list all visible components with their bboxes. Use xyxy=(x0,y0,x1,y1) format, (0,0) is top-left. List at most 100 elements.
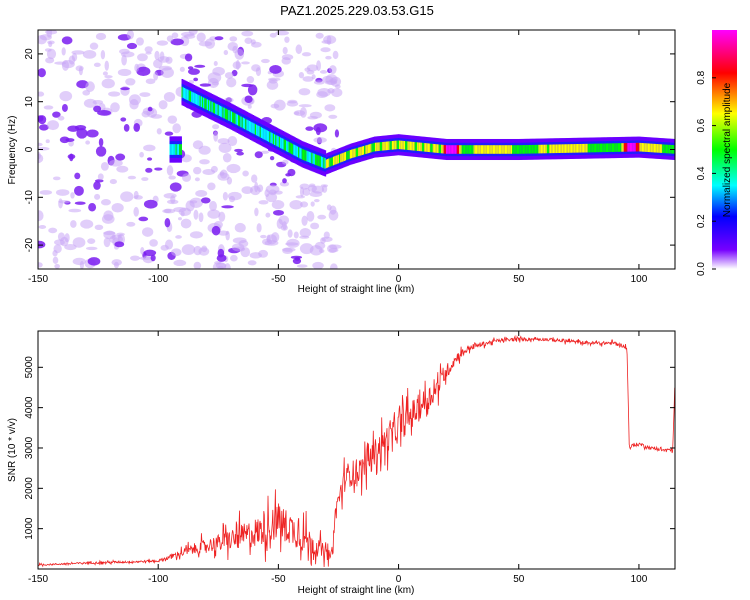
spectrogram-ridge-cell xyxy=(439,144,442,154)
spectrogram-blob xyxy=(179,66,185,72)
spectrogram-blob xyxy=(95,146,107,157)
spectrogram-ridge-cell xyxy=(534,144,537,154)
spectrogram-ridge-cell xyxy=(354,148,357,158)
spectrogram-blob xyxy=(194,177,200,182)
spectrogram-blob xyxy=(321,185,328,193)
spectrogram-blob xyxy=(188,68,200,75)
spectrogram-blob xyxy=(224,263,231,269)
spectrogram-ridge-cell xyxy=(546,144,549,154)
spectrogram-blob xyxy=(83,98,97,108)
spectrogram-ridge-cell xyxy=(352,149,354,158)
spectrogram-ridge-cell xyxy=(197,94,199,106)
spectrogram-xtick-label: 0 xyxy=(396,274,402,285)
spectrogram-noise xyxy=(38,30,343,269)
spectrogram-ridge-cell xyxy=(288,141,291,153)
spectrogram-ridge-cell xyxy=(405,141,407,150)
spectrogram-blob xyxy=(199,83,212,87)
spectrogram-ridge-cell xyxy=(662,144,664,154)
spectrogram-blob xyxy=(150,114,163,119)
spectrogram-ridge-cell xyxy=(408,141,411,151)
spectrogram-ridge-cell xyxy=(195,93,198,105)
spectrogram-blob xyxy=(209,200,217,212)
spectrogram-ridge-cell xyxy=(264,129,267,140)
spectrogram-blob xyxy=(38,146,50,151)
spectrogram-blob xyxy=(184,53,193,62)
spectrogram-ridge-cell xyxy=(299,147,301,159)
spectrogram-blob xyxy=(88,203,97,212)
spectrogram-blob xyxy=(199,159,210,165)
spectrogram-ridge-cell xyxy=(211,101,214,113)
spectrogram-ridge-cell xyxy=(425,143,428,152)
spectrogram-blob xyxy=(285,173,292,177)
spectrogram-blob xyxy=(172,123,181,134)
spectrogram-blob xyxy=(294,256,301,261)
spectrogram-ridge-cell xyxy=(335,155,337,165)
spectrogram-ridge-cell xyxy=(338,154,341,163)
spectrogram-ridge-cell xyxy=(248,120,251,132)
spectrogram-blob xyxy=(214,36,224,41)
spectrogram-blob xyxy=(189,200,198,204)
spectrogram-ridge-cell xyxy=(223,107,226,119)
spectrogram-ridge-cell xyxy=(604,143,607,153)
snr-ticks: -150 -100 -50 0 50 100 1000 2000 3000 4000 5000 xyxy=(24,331,675,585)
spectrogram-blob xyxy=(164,218,171,228)
spectrogram-ridge-cell xyxy=(295,145,298,157)
spectrogram-ridge-cell xyxy=(552,144,555,154)
spectrogram-blob xyxy=(167,115,178,124)
spectrogram-blob xyxy=(327,244,338,254)
spectrogram-blob xyxy=(153,59,163,69)
spectrogram-blob xyxy=(103,230,116,240)
spectrogram-ridge-cell xyxy=(656,144,658,153)
spectrogram-blob xyxy=(108,91,121,97)
spectrogram-blob xyxy=(154,50,160,61)
spectrogram-ridge-cell xyxy=(634,142,637,152)
spectrogram-ridge-cell xyxy=(293,144,295,156)
spectrogram-blob xyxy=(64,244,77,251)
spectrogram-blob xyxy=(207,72,222,84)
spectrogram-ridge-cell xyxy=(548,144,550,154)
spectrogram-ridge-cell xyxy=(574,144,577,153)
spectrogram-blob xyxy=(196,32,206,43)
spectrogram-ridge-cell xyxy=(606,143,609,153)
spectrogram-ridge-cell xyxy=(239,115,241,127)
spectrogram-blob xyxy=(271,200,285,210)
spectrogram-blob xyxy=(61,47,66,56)
spectrogram-ridge-cell xyxy=(390,141,393,150)
spectrogram-ridge-cell xyxy=(632,142,634,152)
spectrogram-ridge-cell xyxy=(330,157,333,167)
spectrogram-ridge-cell xyxy=(611,143,614,152)
spectrogram-ridge-cell xyxy=(603,143,605,153)
spectrogram-ridge-cell xyxy=(336,155,339,164)
spectrogram-ridge-cell xyxy=(247,120,250,131)
spectrogram-ridge-cell xyxy=(369,144,371,153)
spectrogram-ridge-cell xyxy=(481,145,484,154)
spectrogram-ridge-cell xyxy=(276,135,279,147)
spectrogram-ridge-cell xyxy=(407,141,410,150)
spectrogram-ridge-cell xyxy=(471,145,473,154)
spectrogram-ridge-cell xyxy=(217,104,220,116)
spectrogram-ridge-cell xyxy=(389,141,392,150)
spectrogram-ridge-cell xyxy=(478,145,480,154)
spectrogram-ridge-cell xyxy=(610,143,613,152)
spectrogram-blob xyxy=(234,222,246,233)
spectrogram-blob xyxy=(234,148,243,153)
spectrogram-blob xyxy=(193,261,202,269)
spectrogram-ridge-cell xyxy=(378,142,381,151)
spectrogram-blob xyxy=(180,31,195,37)
spectrogram-ridge-cell xyxy=(602,143,604,153)
spectrogram-blob xyxy=(306,70,315,75)
spectrogram-ytick-label: 10 xyxy=(24,96,35,108)
spectrogram-ridge-cell xyxy=(304,149,306,161)
spectrogram-ridge-cell xyxy=(219,105,222,117)
spectrogram-ridge-cell xyxy=(260,127,263,138)
spectrogram-blob xyxy=(222,191,228,201)
spectrogram-ridge-cell xyxy=(311,152,313,164)
spectrogram-ridge-cell xyxy=(451,145,454,154)
spectrogram-ridge-cell xyxy=(558,144,561,153)
spectrogram-blob xyxy=(198,212,204,223)
spectrogram-ridge-cell xyxy=(543,144,545,154)
spectrogram-blob xyxy=(173,259,187,267)
spectrogram-ridge-cell xyxy=(615,143,618,152)
spectrogram-blob xyxy=(126,42,138,50)
spectrogram-blob xyxy=(100,199,111,206)
